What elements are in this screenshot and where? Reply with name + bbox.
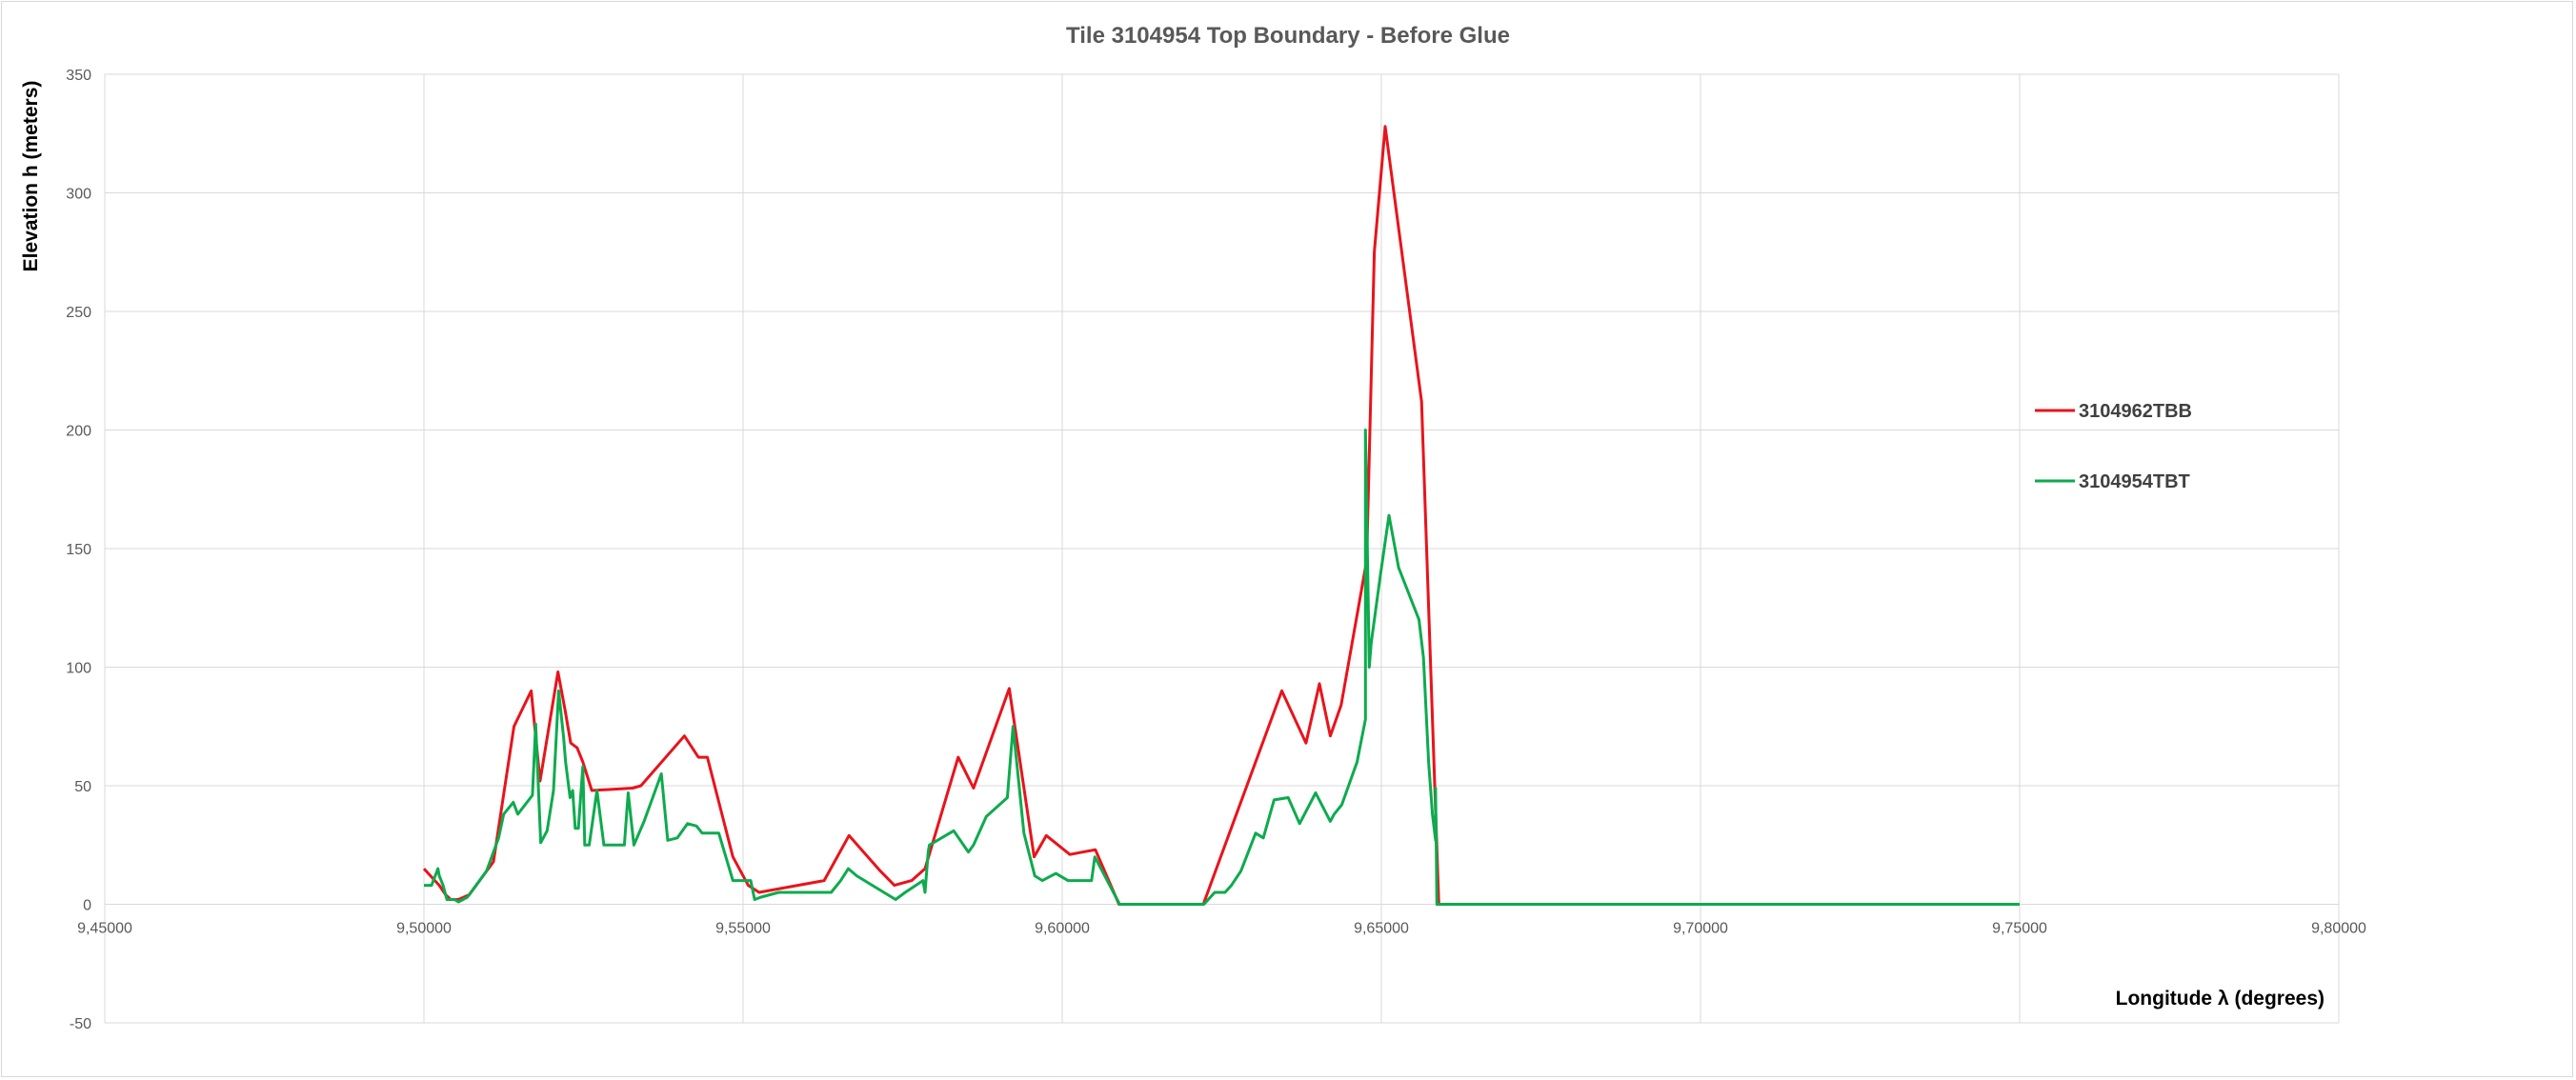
series-lines (422, 125, 2020, 906)
x-axis-tick-labels: 9,45000 9,50000 9,55000 9,60000 9,65000 9,700… (77, 921, 2366, 937)
legend: 3104962TBB 3104954TBT (2035, 401, 2192, 492)
y-tick-label: 100 (66, 661, 91, 677)
x-tick-label: 9,70000 (1673, 921, 1728, 937)
legend-label: 3104962TBB (2079, 401, 2192, 422)
y-tick-label: 350 (66, 68, 91, 84)
x-tick-label: 9,75000 (1992, 921, 2047, 937)
legend-label: 3104954TBT (2079, 471, 2190, 492)
x-axis-title: Longitude λ (degrees) (2116, 988, 2324, 1010)
x-tick-label: 9,65000 (1354, 921, 1409, 937)
series-line-3104962TBB (422, 125, 1445, 906)
y-axis-title: Elevation h (meters) (20, 81, 42, 272)
y-tick-label: 0 (83, 898, 91, 914)
y-tick-label: 200 (66, 424, 91, 440)
y-tick-label: 50 (74, 779, 91, 795)
x-tick-label: 9,55000 (715, 921, 771, 937)
y-axis-tick-labels: -50 0 50 100 150 200 250 300 350 (66, 68, 91, 1032)
vertical-gridlines (104, 74, 2340, 1023)
x-tick-label: 9,80000 (2311, 921, 2366, 937)
y-tick-label: 150 (66, 542, 91, 558)
x-tick-label: 9,60000 (1035, 921, 1090, 937)
y-tick-label: -50 (70, 1016, 91, 1032)
x-tick-label: 9,50000 (396, 921, 452, 937)
y-tick-label: 250 (66, 305, 91, 321)
horizontal-gridlines (105, 73, 2339, 1024)
chart-title: Tile 3104954 Top Boundary - Before Glue (1066, 23, 1510, 49)
x-tick-label: 9,45000 (77, 921, 132, 937)
series-line-3104954TBT (424, 429, 2020, 906)
y-tick-label: 300 (66, 187, 91, 203)
